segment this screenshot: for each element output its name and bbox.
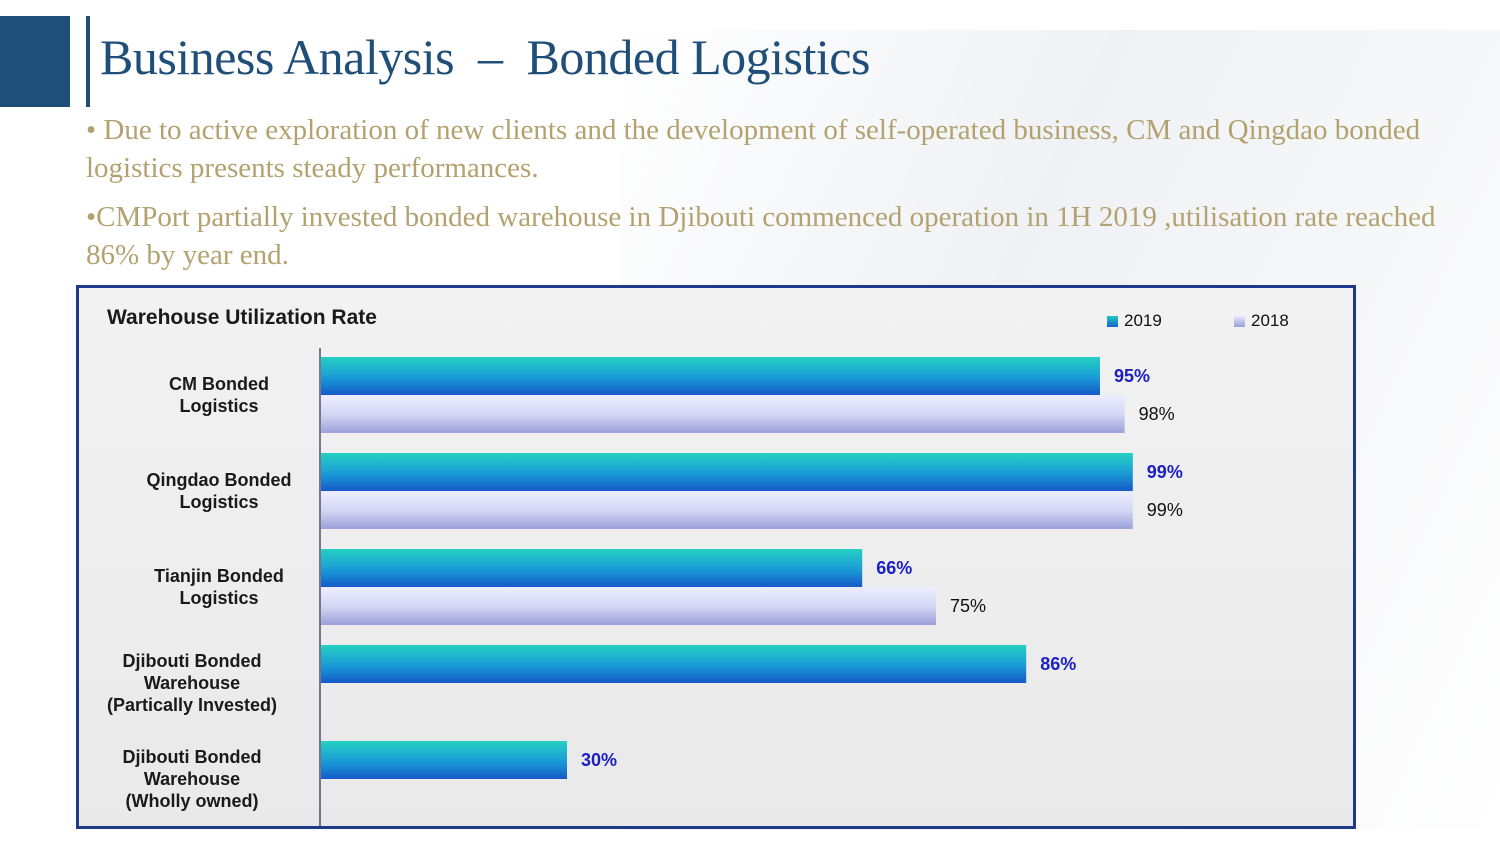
corner-accent-block: [0, 16, 70, 107]
bar-2018: [321, 491, 1133, 529]
bar-2019: [321, 453, 1133, 491]
data-label-2018: 75%: [950, 596, 986, 616]
bullet-point-2: •CMPort partially invested bonded wareho…: [86, 201, 1436, 271]
category-label: Tianjin Bonded Logistics: [154, 566, 284, 608]
chart-title: Warehouse Utilization Rate: [107, 306, 377, 329]
data-label-2018: 99%: [1147, 500, 1183, 520]
slide-title: Business Analysis – Bonded Logistics: [100, 29, 870, 85]
legend-swatch-2019: [1107, 315, 1118, 327]
category-label: Qingdao Bonded Logistics: [147, 470, 292, 512]
bar-chart: CM Bonded Logistics 95% 98% Qingdao Bonded Lo…: [107, 348, 1183, 826]
data-label-2019: 66%: [876, 558, 912, 578]
bar-2018: [321, 395, 1125, 433]
legend-label-2018: 2018: [1251, 311, 1289, 330]
bar-2019: [321, 645, 1027, 683]
category-label: CM Bonded Logistics: [169, 374, 269, 416]
data-label-2019: 95%: [1114, 366, 1150, 386]
data-label-2018: 98%: [1139, 404, 1175, 424]
data-label-2019: 30%: [581, 750, 617, 770]
data-label-2019: 86%: [1040, 654, 1076, 674]
bar-2018: [321, 587, 936, 625]
chart-panel: Warehouse Utilization Rate 2019 2018 CM …: [76, 285, 1356, 829]
title-rule: [86, 16, 90, 107]
category-label: Djibouti Bonded Warehouse (Partically Inve…: [107, 651, 277, 715]
bar-2019: [321, 549, 863, 587]
category-label: Djibouti Bonded Warehouse (Wholly owned): [123, 747, 262, 811]
legend-swatch-2018: [1234, 315, 1245, 327]
bar-2019: [321, 741, 567, 779]
data-label-2019: 99%: [1147, 462, 1183, 482]
legend-item-2018: 2018: [1234, 311, 1289, 331]
bullet-point-1: • Due to active exploration of new clien…: [86, 114, 1421, 184]
legend-label-2019: 2019: [1124, 311, 1162, 330]
bar-2019: [321, 357, 1100, 395]
legend-item-2019: 2019: [1107, 311, 1162, 331]
